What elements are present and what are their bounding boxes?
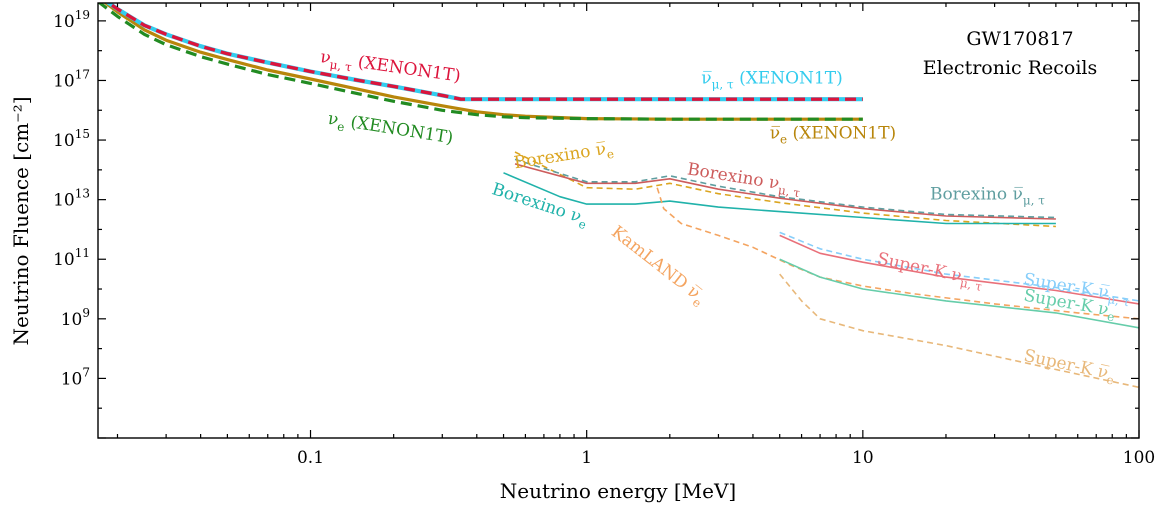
y-tick-label-1e17: 1017 bbox=[53, 67, 90, 91]
y-tick-label-1e9: 109 bbox=[61, 306, 90, 330]
series-line-8 bbox=[656, 187, 1139, 320]
x-tick-label-10: 10 bbox=[852, 448, 874, 468]
series-line-3 bbox=[105, 3, 863, 101]
y-tick-label-1e7: 107 bbox=[61, 365, 90, 389]
annotation-event: GW170817 bbox=[966, 28, 1073, 50]
series-label-0: ν̅e (XENON1T) bbox=[770, 124, 896, 147]
x-axis-title: Neutrino energy [MeV] bbox=[500, 479, 736, 503]
y-tick-label-1e15: 1015 bbox=[53, 127, 90, 151]
curves-group bbox=[98, 3, 1139, 389]
y-tick-label-1e13: 1013 bbox=[53, 187, 90, 211]
series-line-5 bbox=[514, 163, 1056, 220]
series-line-6 bbox=[514, 158, 1056, 219]
x-tick-label-1: 1 bbox=[581, 448, 592, 468]
series-line-0 bbox=[103, 3, 863, 121]
y-tick-label-1e11: 1011 bbox=[53, 246, 90, 270]
y-tick-label-1e19: 1019 bbox=[53, 8, 90, 32]
x-tick-label-100: 100 bbox=[1123, 448, 1155, 468]
series-label-2: ν̅μ, τ (XENON1T) bbox=[701, 68, 842, 91]
series-line-10 bbox=[779, 258, 1139, 329]
series-line-9 bbox=[779, 273, 1139, 389]
y-axis-title: Neutrino Fluence [cm⁻²] bbox=[9, 96, 33, 345]
plot-frame bbox=[97, 2, 1140, 439]
series-line-4 bbox=[514, 151, 1056, 228]
x-tick-label-0-1: 0.1 bbox=[297, 448, 324, 468]
series-line-11 bbox=[779, 234, 1139, 305]
series-label-6: Borexino ν̅μ, τ bbox=[930, 185, 1045, 208]
annotation-recoils: Electronic Recoils bbox=[923, 57, 1098, 79]
series-line-7 bbox=[503, 172, 1056, 225]
series-line-1 bbox=[98, 3, 863, 121]
